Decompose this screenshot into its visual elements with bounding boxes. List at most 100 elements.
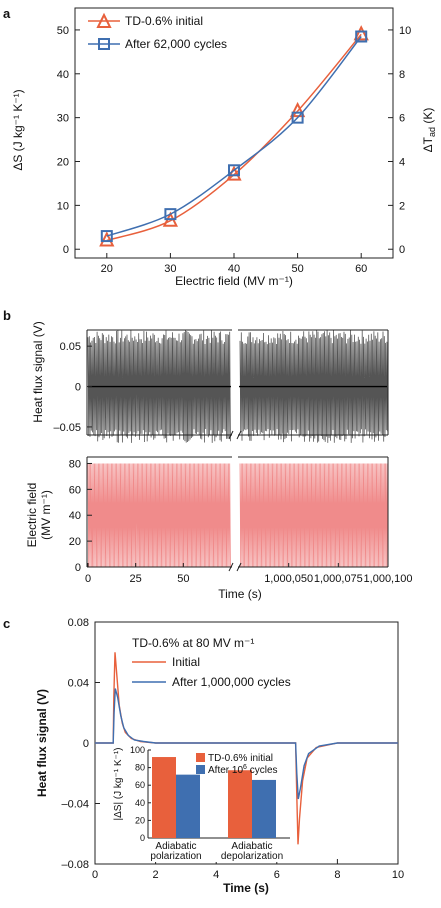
inset-legend-swatch-1 [196,765,205,774]
chart-c-inset-body: 020406080100AdiabaticpolarizationAdiabat… [130,745,290,862]
inset-ytick-label: 0 [140,833,145,843]
chart-a-xlabel: Electric field (MV m⁻¹) [175,274,293,288]
chart-a: 20 30 40 50 60 0 10 20 30 40 50 0 2 4 6 8 10 Electric fi… [11,7,437,288]
chart-c-series [95,652,398,845]
inset-category-label: polarization [150,851,201,862]
chart-b-bottom-ytick-label: 40 [69,510,81,522]
chart-b-bottom: 80 60 40 20 00 25 50 1,000,050 1,000,075 1,000,10… [69,456,413,585]
inset-ytick-label: 40 [135,798,145,808]
inset-category-label: Adiabatic [231,841,272,852]
chart-a-y2label: ΔTad (K) [421,108,437,153]
inset-ytick-label: 20 [135,815,145,825]
panel-label-c: c [3,616,10,631]
chart-a-xtick-label: 40 [228,263,240,275]
chart-b-bottom-ylabel: Electric field(MV m⁻¹) [25,483,53,548]
chart-a-ytick-label: 10 [57,200,69,212]
chart-a-y2tick-label: 4 [399,157,405,169]
chart-b-top-ylabel: Heat flux signal (V) [31,321,45,422]
chart-a-triangle-point [226,165,242,181]
inset-ytick-label: 60 [135,780,145,790]
chart-c-xtick-label: 6 [274,869,280,881]
chart-b-top-axis-break [228,430,234,440]
chart-c-xtick-label: 2 [153,869,159,881]
chart-c-title: TD-0.6% at 80 MV m⁻¹ [132,636,254,650]
panel-label-a: a [3,6,11,21]
chart-c-ytick-label: 0 [83,738,89,750]
chart-b-bottom-ytick-label: 60 [69,484,81,496]
chart-b-top-axis-break [236,430,242,440]
chart-b-xtick-label: 1,000,050 [264,573,313,585]
panel-label-b: b [3,308,11,323]
chart-a-series-line-0 [106,33,362,242]
chart-b-bottom-ytick-label: 20 [69,536,81,548]
chart-a-series [99,25,369,247]
heat-flux-trace [239,330,388,443]
chart-b-top-gap [231,329,239,436]
chart-c-legend-label-1: After 1,000,000 cycles [172,675,291,689]
chart-a-y2tick-label: 0 [399,244,405,256]
chart-a-square-point [100,230,113,243]
chart-b-bottom-ytick-label: 80 [69,458,81,470]
chart-c-ytick-label: 0.08 [68,617,89,629]
chart-c-ylabel: Heat flux signal (V) [35,689,49,797]
chart-c-series-line-1 [95,688,398,800]
chart-b-xtick-label: 0 [85,573,91,585]
chart-b-bottom-axis-break [228,562,234,572]
chart-a-ytick-label: 20 [57,157,69,169]
chart-a-ytick-label: 0 [63,244,69,256]
chart-a-triangle-point [353,25,369,41]
chart-b-xtick-label: 1,000,075 [314,573,363,585]
chart-c-legend-label-0: Initial [172,655,200,669]
legend-square-marker [98,38,110,50]
chart-b: Heat flux signal (V) 0.05 0 –0.05 Electric… [25,321,412,601]
inset-legend-swatch-0 [196,753,205,762]
chart-a-square-point [164,208,177,221]
legend-triangle-marker [96,12,112,28]
inset-legend-label-1: After 106 cycles [208,764,278,776]
inset-legend-label-0: TD-0.6% initial [208,753,273,764]
inset-ytick-label: 80 [135,763,145,773]
chart-a-ytick-label: 40 [57,69,69,81]
chart-a-xtick-label: 50 [291,263,303,275]
chart-a-triangle-point [99,231,115,247]
chart-a-legend-label-0: TD-0.6% initial [125,14,203,28]
chart-c-ticks: 0 2 4 6 8 10 0.08 0.04 0 –0.04 –0.08 [61,617,404,881]
chart-b-top-ytick-label: 0.05 [60,341,81,353]
chart-c-xtick-label: 0 [92,869,98,881]
chart-c: 0 2 4 6 8 10 0.08 0.04 0 –0.04 –0.08 TD-0.6% at 80… [35,617,404,895]
chart-a-series-line-1 [106,36,362,237]
chart-a-ytick-label: 30 [57,113,69,125]
chart-a-legend-label-1: After 62,000 cycles [125,37,227,51]
chart-c-xtick-label: 10 [392,869,404,881]
chart-c-xtick-label: 8 [334,869,340,881]
chart-a-frame [74,7,394,259]
inset-bar [176,774,200,838]
chart-c-ytick-label: –0.04 [61,799,89,811]
chart-a-square-point [228,164,240,177]
chart-b-bottom-axis-break [236,562,242,572]
chart-c-xtick-label: 4 [213,869,219,881]
chart-a-y2tick-label: 8 [399,69,405,81]
chart-b-xtick-label: 50 [177,573,189,585]
chart-c-inset: 020406080100AdiabaticpolarizationAdiabat… [110,744,290,862]
chart-c-inset-ylabel: |ΔS| (J kg⁻¹ K⁻¹) [113,748,124,821]
chart-b-top: 0.05 0 –0.05 [53,329,389,443]
chart-a-xtick-label: 20 [101,263,113,275]
chart-a-legend: TD-0.6% initial After 62,000 cycles [88,12,227,51]
chart-a-ticks: 20 30 40 50 60 0 10 20 30 40 50 0 2 4 6 8 10 [57,25,412,275]
chart-a-y2tick-label: 6 [399,113,405,125]
chart-b-xtick-label: 1,000,100 [364,573,413,585]
chart-c-ytick-label: 0.04 [68,678,89,690]
chart-b-bottom-ytick-label: 0 [75,562,81,574]
chart-b-xtick-label: 25 [130,573,142,585]
chart-a-y2tick-label: 2 [399,200,405,212]
electric-field-trace [87,463,231,568]
inset-category-label: Adiabatic [155,841,196,852]
inset-category-label: depolarization [221,851,283,862]
chart-b-top-ytick-label: –0.05 [53,422,81,434]
chart-a-triangle-point [289,101,306,118]
chart-c-ytick-label: –0.08 [61,859,89,871]
inset-bar [152,757,176,838]
inset-ytick-label: 100 [130,745,145,755]
